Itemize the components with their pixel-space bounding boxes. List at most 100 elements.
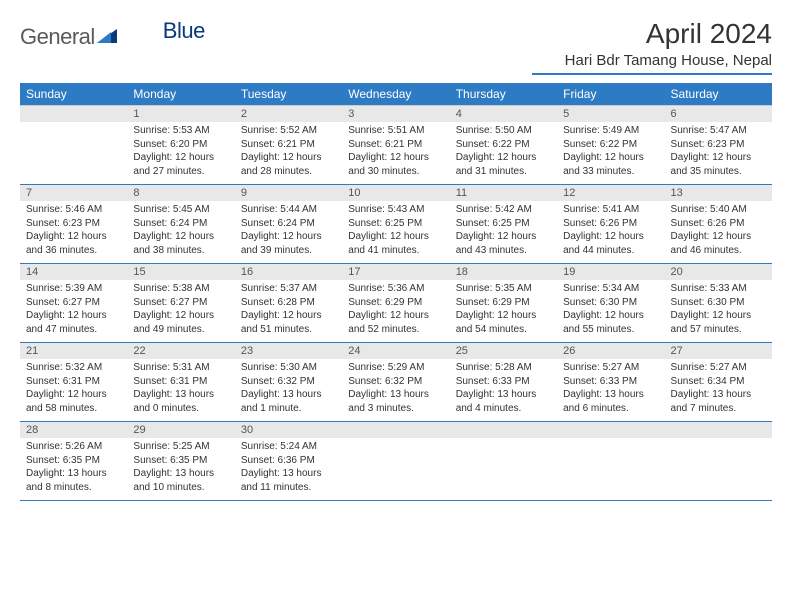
location-label: Hari Bdr Tamang House, Nepal [532, 52, 772, 75]
sunset-text: Sunset: 6:33 PM [456, 375, 551, 389]
date-number: 29 [127, 422, 234, 439]
day-header: Tuesday [235, 83, 342, 106]
date-number: 17 [342, 264, 449, 281]
day-info: Sunrise: 5:42 AMSunset: 6:25 PMDaylight:… [450, 201, 557, 264]
info-row: Sunrise: 5:32 AMSunset: 6:31 PMDaylight:… [20, 359, 772, 422]
day-info: Sunrise: 5:36 AMSunset: 6:29 PMDaylight:… [342, 280, 449, 343]
sunset-text: Sunset: 6:24 PM [133, 217, 228, 231]
sunrise-text: Sunrise: 5:35 AM [456, 282, 551, 296]
day-info: Sunrise: 5:27 AMSunset: 6:33 PMDaylight:… [557, 359, 664, 422]
sunrise-text: Sunrise: 5:32 AM [26, 361, 121, 375]
daylight-text: Daylight: 12 hours and 55 minutes. [563, 309, 658, 336]
sunrise-text: Sunrise: 5:27 AM [563, 361, 658, 375]
day-info: Sunrise: 5:27 AMSunset: 6:34 PMDaylight:… [665, 359, 772, 422]
info-row: Sunrise: 5:53 AMSunset: 6:20 PMDaylight:… [20, 122, 772, 185]
day-info: Sunrise: 5:47 AMSunset: 6:23 PMDaylight:… [665, 122, 772, 185]
day-info: Sunrise: 5:39 AMSunset: 6:27 PMDaylight:… [20, 280, 127, 343]
logo-triangle-icon [97, 27, 117, 48]
day-header: Monday [127, 83, 234, 106]
daylight-text: Daylight: 12 hours and 46 minutes. [671, 230, 766, 257]
daylight-text: Daylight: 12 hours and 35 minutes. [671, 151, 766, 178]
daylight-text: Daylight: 12 hours and 31 minutes. [456, 151, 551, 178]
sunrise-text: Sunrise: 5:38 AM [133, 282, 228, 296]
date-number [20, 106, 127, 123]
title-block: April 2024 Hari Bdr Tamang House, Nepal [532, 18, 772, 75]
sunrise-text: Sunrise: 5:34 AM [563, 282, 658, 296]
date-number: 22 [127, 343, 234, 360]
day-info: Sunrise: 5:50 AMSunset: 6:22 PMDaylight:… [450, 122, 557, 185]
daylight-text: Daylight: 12 hours and 54 minutes. [456, 309, 551, 336]
day-info: Sunrise: 5:34 AMSunset: 6:30 PMDaylight:… [557, 280, 664, 343]
day-info: Sunrise: 5:26 AMSunset: 6:35 PMDaylight:… [20, 438, 127, 501]
sunset-text: Sunset: 6:21 PM [348, 138, 443, 152]
sunset-text: Sunset: 6:28 PM [241, 296, 336, 310]
daylight-text: Daylight: 12 hours and 36 minutes. [26, 230, 121, 257]
sunset-text: Sunset: 6:29 PM [456, 296, 551, 310]
day-info [557, 438, 664, 501]
date-number: 25 [450, 343, 557, 360]
sunset-text: Sunset: 6:27 PM [133, 296, 228, 310]
daylight-text: Daylight: 13 hours and 0 minutes. [133, 388, 228, 415]
sunrise-text: Sunrise: 5:36 AM [348, 282, 443, 296]
date-number: 12 [557, 185, 664, 202]
day-header-row: Sunday Monday Tuesday Wednesday Thursday… [20, 83, 772, 106]
day-info: Sunrise: 5:29 AMSunset: 6:32 PMDaylight:… [342, 359, 449, 422]
date-number: 28 [20, 422, 127, 439]
sunset-text: Sunset: 6:25 PM [456, 217, 551, 231]
sunrise-text: Sunrise: 5:29 AM [348, 361, 443, 375]
daylight-text: Daylight: 13 hours and 6 minutes. [563, 388, 658, 415]
sunrise-text: Sunrise: 5:31 AM [133, 361, 228, 375]
date-number: 16 [235, 264, 342, 281]
daylight-text: Daylight: 12 hours and 43 minutes. [456, 230, 551, 257]
date-number: 11 [450, 185, 557, 202]
sunset-text: Sunset: 6:24 PM [241, 217, 336, 231]
daylight-text: Daylight: 12 hours and 28 minutes. [241, 151, 336, 178]
date-row: 21222324252627 [20, 343, 772, 360]
logo-text-2: Blue [163, 18, 205, 44]
sunset-text: Sunset: 6:25 PM [348, 217, 443, 231]
date-number: 23 [235, 343, 342, 360]
day-header: Saturday [665, 83, 772, 106]
daylight-text: Daylight: 12 hours and 27 minutes. [133, 151, 228, 178]
sunrise-text: Sunrise: 5:43 AM [348, 203, 443, 217]
sunrise-text: Sunrise: 5:51 AM [348, 124, 443, 138]
sunset-text: Sunset: 6:30 PM [671, 296, 766, 310]
sunrise-text: Sunrise: 5:39 AM [26, 282, 121, 296]
logo: General Blue [20, 24, 205, 50]
date-number: 8 [127, 185, 234, 202]
day-header: Friday [557, 83, 664, 106]
sunset-text: Sunset: 6:36 PM [241, 454, 336, 468]
info-row: Sunrise: 5:39 AM Sunset: 6:27 PM Daylight:… [20, 280, 772, 343]
sunrise-text: Sunrise: 5:24 AM [241, 440, 336, 454]
day-info [20, 122, 127, 185]
daylight-text: Daylight: 13 hours and 1 minute. [241, 388, 336, 415]
day-info [450, 438, 557, 501]
day-info [665, 438, 772, 501]
sunrise-text: Sunrise: 5:30 AM [241, 361, 336, 375]
sunrise-text: Sunrise: 5:42 AM [456, 203, 551, 217]
date-number: 2 [235, 106, 342, 123]
day-info: Sunrise: 5:51 AMSunset: 6:21 PMDaylight:… [342, 122, 449, 185]
date-number [665, 422, 772, 439]
day-info: Sunrise: 5:40 AMSunset: 6:26 PMDaylight:… [665, 201, 772, 264]
date-row: 78910111213 [20, 185, 772, 202]
sunrise-text: Sunrise: 5:45 AM [133, 203, 228, 217]
sunset-text: Sunset: 6:22 PM [456, 138, 551, 152]
calendar-table: Sunday Monday Tuesday Wednesday Thursday… [20, 83, 772, 501]
sunset-text: Sunset: 6:32 PM [241, 375, 336, 389]
daylight-text: Daylight: 12 hours and 58 minutes. [26, 388, 121, 415]
sunrise-text: Sunrise: 5:46 AM [26, 203, 121, 217]
date-number: 19 [557, 264, 664, 281]
info-row: Sunrise: 5:46 AMSunset: 6:23 PMDaylight:… [20, 201, 772, 264]
day-info: Sunrise: 5:38 AMSunset: 6:27 PMDaylight:… [127, 280, 234, 343]
daylight-text: Daylight: 13 hours and 11 minutes. [241, 467, 336, 494]
sunrise-text: Sunrise: 5:53 AM [133, 124, 228, 138]
sunset-text: Sunset: 6:22 PM [563, 138, 658, 152]
sunrise-text: Sunrise: 5:41 AM [563, 203, 658, 217]
sunset-text: Sunset: 6:31 PM [133, 375, 228, 389]
daylight-text: Daylight: 13 hours and 4 minutes. [456, 388, 551, 415]
page-header: General Blue April 2024 Hari Bdr Tamang … [20, 18, 772, 75]
sunset-text: Sunset: 6:26 PM [671, 217, 766, 231]
sunset-text: Sunset: 6:20 PM [133, 138, 228, 152]
day-header: Sunday [20, 83, 127, 106]
